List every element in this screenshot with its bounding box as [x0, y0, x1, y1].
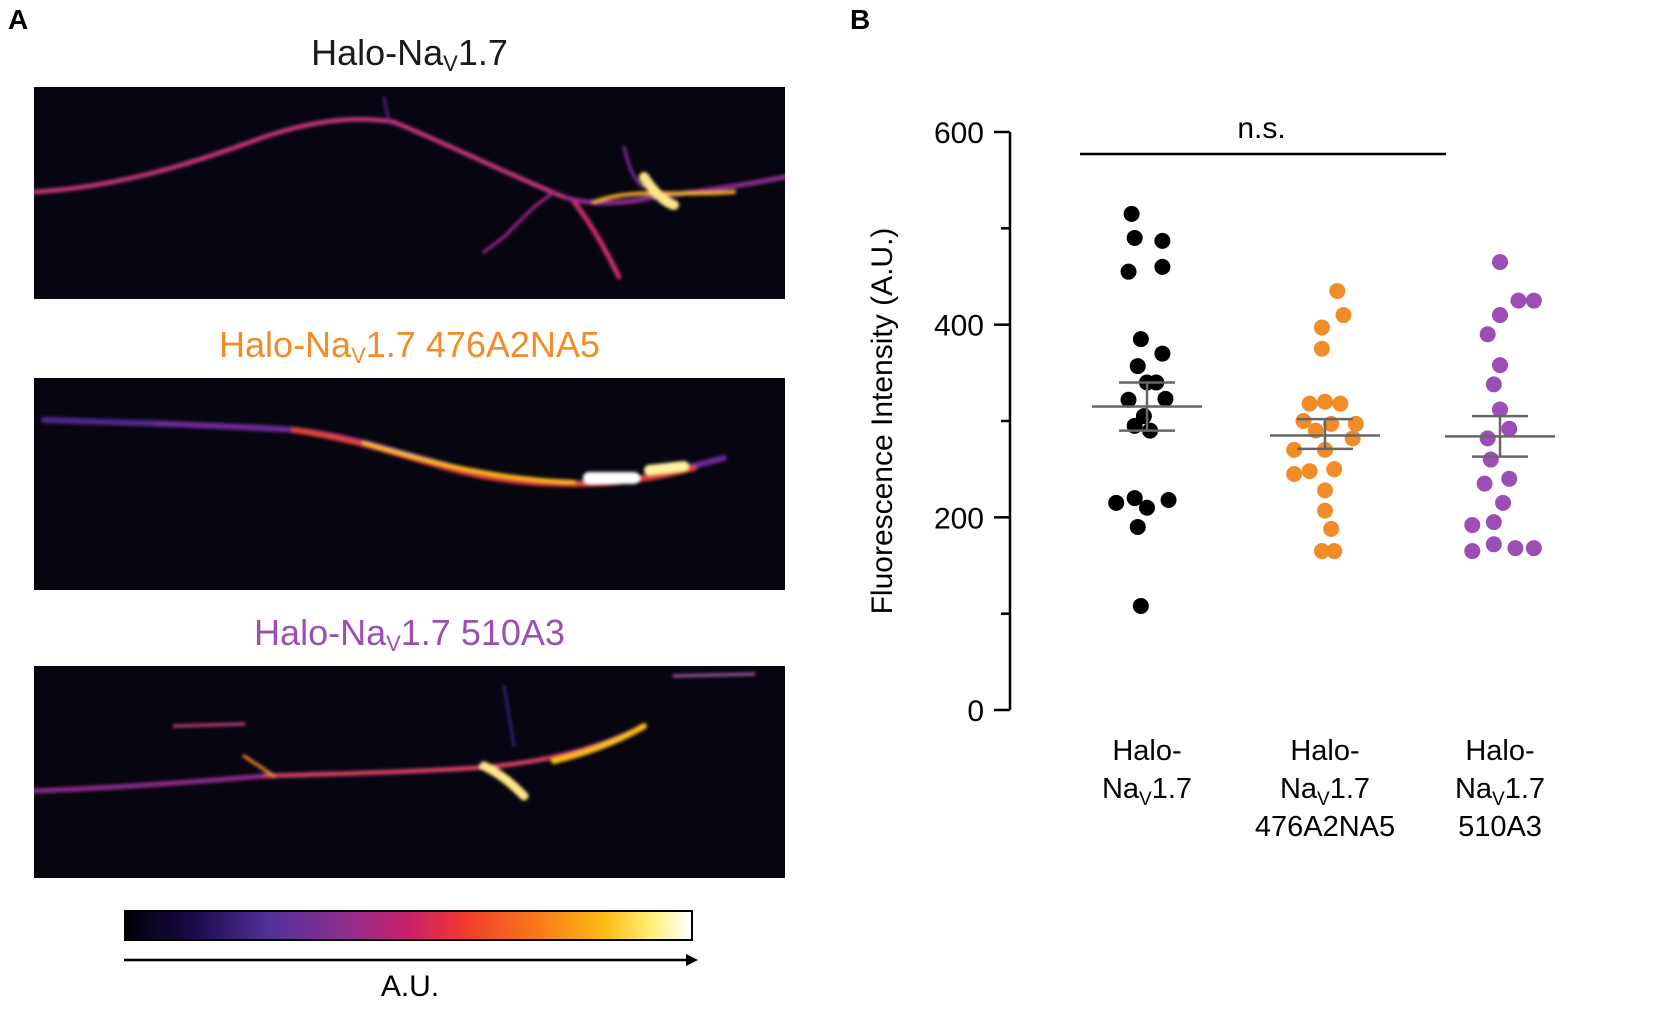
data-point: [1154, 232, 1171, 249]
data-point: [1525, 540, 1542, 557]
x-category-label: 476A2NA5: [1255, 811, 1395, 843]
data-point: [1329, 282, 1346, 299]
data-point: [1525, 292, 1542, 309]
micrograph-halo-nav17: [34, 87, 785, 299]
data-point: [1126, 490, 1143, 507]
y-tick-label: 200: [934, 502, 984, 535]
data-point: [1326, 461, 1343, 478]
data-point: [1335, 307, 1352, 324]
title-subscript: V: [351, 343, 366, 368]
data-point: [1495, 494, 1512, 511]
panel-b-label: B: [850, 4, 871, 35]
x-category-label: Halo-: [1112, 735, 1181, 767]
data-point: [1157, 390, 1174, 407]
image-title-476a2na5: Halo-NaV1.7 476A2NA5: [34, 324, 785, 369]
data-point: [1485, 536, 1502, 553]
y-tick-label: 600: [934, 117, 984, 150]
data-point: [1154, 258, 1171, 275]
data-point: [1317, 502, 1333, 519]
data-point: [1317, 482, 1333, 499]
colorbar-arrow: [124, 954, 698, 966]
title-text: 1.7 476A2NA5: [365, 324, 600, 365]
title-subscript: V: [386, 631, 401, 656]
data-point: [1501, 470, 1518, 487]
micrograph-510a3: [34, 666, 785, 878]
data-point: [1295, 413, 1312, 429]
image-title-510a3: Halo-NaV1.7 510A3: [34, 612, 785, 657]
x-category-label: NaV1.7: [1455, 773, 1545, 810]
panel-a-label: A: [8, 4, 29, 35]
data-point: [1485, 514, 1502, 531]
data-point: [1160, 491, 1177, 508]
data-point: [1479, 430, 1496, 447]
data-point: [1286, 441, 1303, 458]
y-axis-label: Fluorescence Intensity (A.U.): [866, 228, 899, 615]
data-point: [1108, 494, 1125, 511]
data-point: [1479, 326, 1496, 343]
data-point: [1476, 475, 1493, 492]
data-point: [1132, 331, 1149, 348]
x-category-label: NaV1.7: [1280, 773, 1370, 810]
data-point: [1286, 465, 1303, 482]
data-point: [1313, 340, 1330, 357]
micrograph-476a2na5: [34, 378, 785, 590]
intensity-colorbar: [124, 910, 693, 941]
data-point: [1464, 517, 1481, 534]
data-point: [1317, 393, 1333, 410]
data-point: [1129, 358, 1146, 375]
data-point: [1323, 520, 1340, 537]
data-point: [1313, 543, 1330, 560]
data-point: [1139, 499, 1155, 516]
data-point: [1501, 420, 1518, 437]
data-point: [1126, 229, 1143, 246]
x-category-label: Halo-: [1290, 735, 1359, 767]
data-point: [1485, 376, 1502, 393]
data-point: [1492, 307, 1508, 324]
data-point: [1344, 430, 1361, 447]
title-text: Halo-Na: [254, 612, 387, 653]
y-tick-label: 400: [934, 310, 984, 343]
colorbar-label: A.U.: [380, 970, 440, 1003]
image-title-halo-nav17: Halo-NaV1.7: [34, 32, 785, 77]
data-point: [1492, 254, 1508, 271]
data-point: [1123, 205, 1140, 222]
title-subscript: V: [443, 51, 458, 76]
significance-annotation: n.s.: [1237, 112, 1285, 145]
data-point: [1492, 401, 1508, 418]
title-text: 1.7 510A3: [400, 612, 565, 653]
data-point: [1301, 395, 1318, 412]
data-point: [1313, 319, 1330, 336]
x-category-label: Halo-: [1465, 735, 1534, 767]
scatter-chart: Fluorescence Intensity (A.U.) 0 200 400 600…: [866, 112, 1555, 843]
data-point: [1129, 518, 1146, 535]
x-category-label: NaV1.7: [1102, 773, 1192, 810]
y-tick-label: 0: [967, 695, 984, 728]
data-point: [1120, 263, 1137, 280]
data-point: [1120, 391, 1137, 408]
data-point: [1132, 597, 1149, 614]
data-point: [1507, 540, 1524, 557]
data-point: [1464, 543, 1481, 560]
data-point: [1482, 451, 1499, 468]
x-category-label: 510A3: [1458, 811, 1542, 843]
data-point: [1492, 357, 1508, 374]
data-point: [1332, 395, 1349, 412]
title-text: Halo-Na: [311, 32, 444, 73]
title-text: 1.7: [457, 32, 508, 73]
data-point: [1154, 345, 1171, 362]
data-point: [1510, 292, 1527, 309]
data-point: [1301, 463, 1318, 480]
title-text: Halo-Na: [219, 324, 352, 365]
data-point: [1326, 543, 1343, 560]
